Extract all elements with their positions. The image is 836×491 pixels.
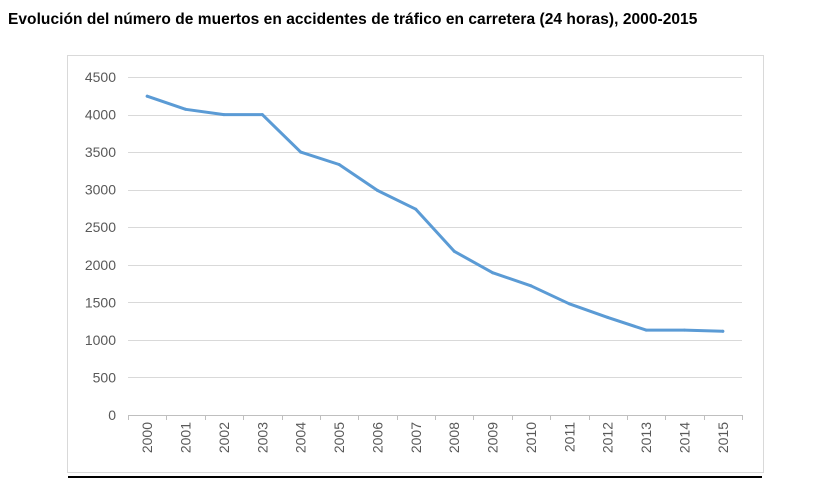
bottom-divider (68, 476, 762, 478)
y-tick-label: 3500 (85, 144, 116, 160)
x-tick-label: 2006 (369, 422, 385, 453)
x-axis (128, 415, 743, 420)
series-line (145, 94, 725, 333)
chart-title: Evolución del número de muertos en accid… (8, 11, 698, 28)
data-point-2015 (721, 329, 725, 333)
data-point-2014 (682, 328, 686, 332)
x-tick-label: 2011 (561, 422, 577, 452)
y-tick-label: 500 (93, 369, 117, 385)
x-tick-label: 2001 (178, 422, 194, 453)
data-point-2005 (337, 163, 341, 166)
y-tick-label: 2000 (85, 257, 116, 273)
data-point-2002 (222, 113, 226, 117)
y-tick-label: 4000 (85, 107, 116, 123)
y-tick-label: 3000 (85, 182, 116, 198)
x-tick-label: 2007 (408, 422, 424, 453)
data-point-2012 (606, 315, 610, 319)
data-point-2011 (567, 302, 571, 306)
x-tick-label: 2012 (600, 422, 616, 453)
x-tick-label: 2005 (331, 422, 347, 453)
data-point-2003 (260, 113, 264, 117)
data-point-2001 (184, 107, 188, 111)
y-tick-label: 4500 (85, 69, 116, 85)
x-axis-tick-labels: 2000 2001 2002 2003 2004 2005 2006 2007 2008 2009… (139, 422, 731, 453)
x-tick-label: 2009 (485, 422, 501, 453)
data-point-2006 (375, 188, 379, 192)
gridlines (128, 77, 742, 378)
x-tick-label: 2013 (638, 422, 654, 453)
chart-frame (67, 55, 764, 473)
x-tick-label: 2003 (254, 422, 270, 453)
series-layer (145, 94, 725, 333)
x-tick-label: 2002 (216, 422, 232, 453)
x-tick-label: 2004 (293, 422, 309, 453)
data-point-2000 (145, 94, 149, 98)
y-tick-label: 2500 (85, 219, 116, 235)
x-tick-label: 2000 (139, 422, 155, 453)
y-axis-tick-labels: 0 500 1000 1500 2000 2500 3000 3500 4000 4500 (85, 69, 116, 423)
x-tick-label: 2010 (523, 422, 539, 453)
y-tick-label: 1000 (85, 332, 116, 348)
x-tick-label: 2014 (676, 422, 692, 453)
data-point-2013 (644, 328, 648, 332)
data-point-2010 (529, 284, 533, 288)
data-point-2007 (414, 207, 418, 211)
data-point-2004 (299, 150, 303, 154)
x-tick-label: 2015 (715, 422, 731, 453)
data-point-2009 (491, 271, 495, 275)
data-point-2008 (452, 249, 456, 253)
x-tick-label: 2008 (446, 422, 462, 453)
y-tick-label: 0 (108, 407, 116, 423)
y-tick-label: 1500 (85, 294, 116, 310)
